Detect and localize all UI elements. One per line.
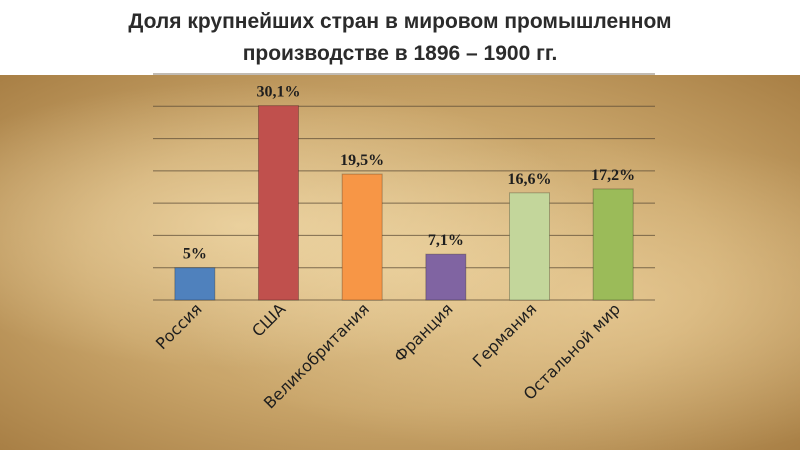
parchment-background [0, 75, 800, 450]
data-labels: 5% 30,1% 19,5% 7,1% 16,6% 17,2% [183, 84, 635, 263]
category-label-4: Германия [469, 299, 541, 371]
category-label-1: США [248, 299, 289, 340]
data-label-0: 5% [183, 246, 207, 263]
title-line-2: производстве в 1896 – 1900 гг. [242, 42, 558, 65]
bar-0 [174, 267, 216, 301]
bar-1 [258, 105, 299, 301]
data-label-5: 17,2% [591, 167, 635, 184]
data-label-1: 30,1% [257, 84, 301, 101]
bar-4 [509, 192, 550, 301]
bar-2 [341, 173, 383, 301]
grid-lines [153, 73, 655, 301]
bar-3 [425, 253, 467, 301]
category-label-0: Россия [152, 299, 206, 353]
data-label-2: 19,5% [340, 152, 384, 169]
title-line-1: Доля крупнейших стран в мировом промышле… [128, 10, 672, 33]
category-label-3: Франция [390, 299, 457, 366]
data-label-3: 7,1% [428, 232, 464, 249]
chart-title: Доля крупнейших стран в мировом промышле… [0, 6, 800, 70]
bars [174, 105, 634, 301]
data-label-4: 16,6% [508, 171, 552, 188]
bar-5 [592, 188, 634, 301]
